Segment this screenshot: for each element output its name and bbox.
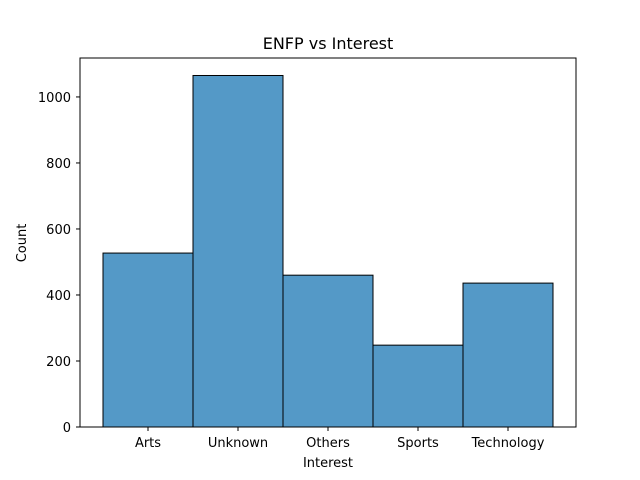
bars-group bbox=[102, 74, 554, 428]
chart-title: ENFP vs Interest bbox=[263, 34, 394, 53]
y-tick-label: 800 bbox=[46, 157, 71, 172]
y-tick-label: 600 bbox=[46, 223, 71, 238]
bar-arts bbox=[102, 252, 194, 428]
y-tick-label: 0 bbox=[63, 421, 71, 436]
y-axis-label: Count bbox=[15, 224, 30, 263]
x-tick-label-technology: Technology bbox=[471, 436, 545, 451]
y-ticks-group: 0 200 400 600 800 1000 bbox=[38, 91, 80, 436]
x-tick-label-sports: Sports bbox=[397, 436, 439, 451]
y-tick-label: 1000 bbox=[38, 91, 71, 106]
bar-others bbox=[282, 274, 374, 428]
bar-sports bbox=[372, 344, 464, 428]
plot-frame bbox=[79, 57, 577, 428]
x-axis-label: Interest bbox=[303, 456, 353, 471]
x-tick-label-unknown: Unknown bbox=[208, 436, 268, 451]
y-tick-label: 200 bbox=[46, 355, 71, 370]
bar-technology bbox=[462, 282, 554, 428]
x-tick-label-arts: Arts bbox=[135, 436, 161, 451]
x-tick-label-others: Others bbox=[306, 436, 350, 451]
y-tick-label: 400 bbox=[46, 289, 71, 304]
x-ticks-group: Arts Unknown Others Sports Technology bbox=[135, 427, 545, 451]
bar-unknown bbox=[192, 74, 284, 428]
